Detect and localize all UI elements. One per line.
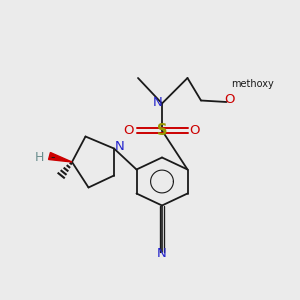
Text: H: H [34,151,44,164]
Text: O: O [190,124,200,137]
Text: O: O [124,124,134,137]
Text: -: - [50,151,55,164]
Text: methoxy: methoxy [231,79,273,89]
Polygon shape [49,152,72,162]
Text: N: N [157,247,167,260]
Text: S: S [157,123,167,138]
Text: N: N [115,140,124,154]
Text: N: N [153,95,162,109]
Text: O: O [224,93,235,106]
